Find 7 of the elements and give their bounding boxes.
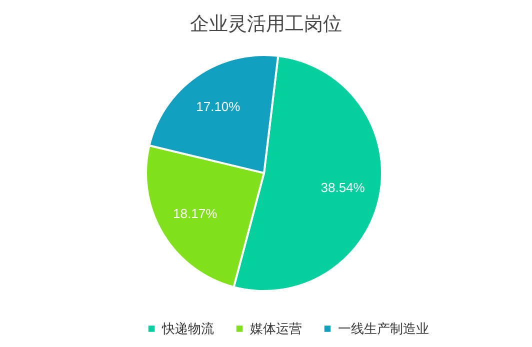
- data-label: 17.10%: [196, 99, 241, 114]
- legend-label: 一线生产制造业: [338, 320, 429, 336]
- chart-title: 企业灵活用工岗位: [190, 14, 342, 35]
- legend-label: 快递物流: [161, 320, 214, 336]
- legend-label: 媒体运营: [250, 320, 302, 336]
- data-label: 38.54%: [320, 180, 366, 196]
- data-label: 18.17%: [173, 206, 218, 222]
